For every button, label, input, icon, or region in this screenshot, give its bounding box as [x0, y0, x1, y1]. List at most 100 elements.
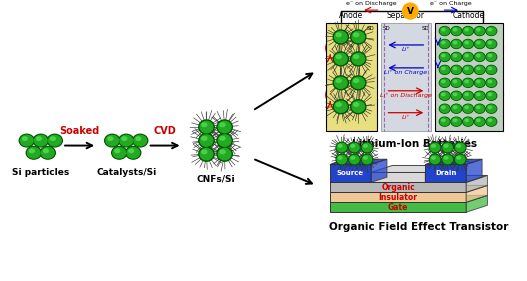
Ellipse shape — [442, 54, 445, 57]
Ellipse shape — [350, 143, 359, 152]
Polygon shape — [371, 173, 425, 182]
Text: Anode: Anode — [339, 11, 364, 20]
Ellipse shape — [452, 40, 461, 48]
Ellipse shape — [465, 93, 469, 96]
Ellipse shape — [333, 100, 348, 114]
Polygon shape — [330, 182, 466, 192]
Text: Li⁺ on Charge: Li⁺ on Charge — [384, 70, 427, 75]
Ellipse shape — [440, 66, 449, 74]
Ellipse shape — [455, 142, 466, 153]
Ellipse shape — [352, 53, 365, 65]
Ellipse shape — [455, 154, 466, 165]
Ellipse shape — [451, 65, 462, 74]
Ellipse shape — [486, 104, 496, 113]
Ellipse shape — [30, 149, 34, 153]
Ellipse shape — [36, 137, 41, 140]
Ellipse shape — [476, 119, 480, 121]
Ellipse shape — [23, 137, 27, 140]
Ellipse shape — [440, 26, 450, 35]
Ellipse shape — [465, 119, 469, 121]
Ellipse shape — [333, 76, 348, 90]
Ellipse shape — [362, 154, 373, 165]
Ellipse shape — [488, 119, 492, 121]
Text: V: V — [407, 7, 414, 16]
Ellipse shape — [474, 117, 485, 126]
Ellipse shape — [453, 80, 457, 83]
Ellipse shape — [440, 40, 449, 48]
Ellipse shape — [430, 154, 441, 165]
Ellipse shape — [34, 135, 47, 146]
Ellipse shape — [464, 92, 473, 99]
Ellipse shape — [202, 137, 207, 140]
Ellipse shape — [440, 53, 449, 61]
Ellipse shape — [351, 30, 366, 44]
Ellipse shape — [476, 80, 480, 83]
Ellipse shape — [463, 104, 473, 113]
Ellipse shape — [455, 155, 465, 164]
Ellipse shape — [474, 26, 485, 35]
Ellipse shape — [199, 133, 214, 148]
Ellipse shape — [475, 79, 484, 87]
Ellipse shape — [463, 117, 473, 126]
Ellipse shape — [354, 55, 359, 58]
Ellipse shape — [115, 149, 120, 153]
Ellipse shape — [455, 143, 465, 152]
Ellipse shape — [217, 120, 232, 134]
Ellipse shape — [487, 92, 496, 99]
Ellipse shape — [338, 157, 342, 159]
Ellipse shape — [363, 143, 372, 152]
Ellipse shape — [364, 144, 367, 147]
Ellipse shape — [440, 117, 450, 126]
Ellipse shape — [486, 53, 496, 62]
Ellipse shape — [457, 157, 461, 159]
Ellipse shape — [440, 104, 450, 113]
Ellipse shape — [488, 67, 492, 70]
Ellipse shape — [134, 135, 147, 146]
Bar — [326, 23, 377, 131]
Text: Li⁺ on Discharge: Li⁺ on Discharge — [380, 93, 432, 98]
Ellipse shape — [464, 40, 473, 48]
Text: Cathode: Cathode — [453, 11, 485, 20]
Ellipse shape — [113, 148, 125, 158]
Ellipse shape — [440, 118, 449, 125]
Ellipse shape — [120, 135, 133, 146]
Ellipse shape — [475, 92, 484, 99]
Bar — [435, 23, 503, 131]
Ellipse shape — [457, 144, 461, 147]
Ellipse shape — [133, 134, 148, 147]
Ellipse shape — [440, 78, 450, 87]
Ellipse shape — [474, 65, 485, 74]
Bar — [380, 23, 431, 131]
Ellipse shape — [200, 135, 213, 146]
Ellipse shape — [42, 148, 54, 158]
Ellipse shape — [119, 134, 134, 147]
Ellipse shape — [349, 142, 360, 153]
Ellipse shape — [488, 106, 492, 108]
Ellipse shape — [474, 91, 485, 100]
Ellipse shape — [19, 134, 34, 147]
Ellipse shape — [199, 147, 214, 161]
Ellipse shape — [105, 134, 120, 147]
Ellipse shape — [336, 33, 341, 37]
Ellipse shape — [475, 105, 484, 112]
Ellipse shape — [453, 28, 457, 31]
Ellipse shape — [451, 78, 462, 87]
Ellipse shape — [465, 67, 469, 70]
Ellipse shape — [486, 117, 496, 126]
Ellipse shape — [220, 137, 225, 140]
Ellipse shape — [354, 103, 359, 106]
Ellipse shape — [451, 91, 462, 100]
Ellipse shape — [464, 53, 473, 61]
Text: e⁻ on Charge: e⁻ on Charge — [431, 1, 472, 6]
Polygon shape — [466, 195, 487, 212]
Text: SD: SD — [422, 26, 429, 31]
Ellipse shape — [451, 40, 462, 48]
Ellipse shape — [444, 144, 448, 147]
Ellipse shape — [474, 53, 485, 62]
Ellipse shape — [451, 53, 462, 62]
Text: Catalysts/Si: Catalysts/Si — [96, 169, 157, 178]
Ellipse shape — [463, 91, 473, 100]
Ellipse shape — [335, 101, 347, 112]
Polygon shape — [330, 185, 487, 192]
Polygon shape — [330, 202, 466, 212]
